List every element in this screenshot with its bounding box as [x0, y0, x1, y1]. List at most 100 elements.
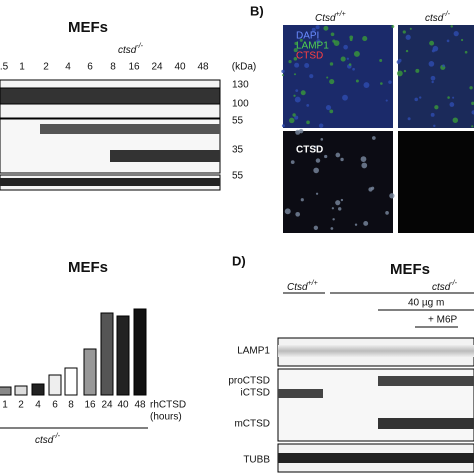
speckle: [415, 68, 420, 73]
speckle: [293, 56, 298, 61]
speckle: [452, 96, 455, 99]
speckle: [288, 117, 295, 124]
speckle: [332, 39, 336, 43]
speckle: [288, 60, 292, 64]
speckle: [348, 63, 352, 66]
speckle: [471, 125, 474, 128]
speckle: [379, 58, 383, 62]
bar: [133, 308, 147, 396]
speckle: [353, 50, 360, 57]
speckle: [431, 80, 434, 84]
speckle: [414, 97, 419, 102]
speckle: [343, 44, 348, 50]
micrograph: [398, 25, 474, 128]
panel-title: MEFs: [390, 261, 430, 278]
speckle: [464, 50, 468, 54]
speckle: [320, 138, 324, 141]
bar: [31, 383, 45, 396]
speckle: [371, 186, 375, 190]
channel-label: DAPI: [296, 31, 319, 42]
speckle: [363, 221, 369, 226]
marker-label: 130: [232, 80, 249, 91]
x-tick-label: 24: [101, 400, 113, 411]
speckle: [434, 105, 439, 110]
panel-label: B): [250, 3, 264, 18]
x-tick-label: 40: [117, 400, 129, 411]
speckle: [342, 94, 348, 101]
panel-label: D): [232, 253, 246, 268]
column-label: ctsd-/-: [425, 11, 451, 24]
speckle: [284, 208, 291, 215]
speckle: [294, 96, 301, 103]
speckle: [430, 75, 436, 81]
speckle: [292, 113, 296, 117]
speckle: [295, 89, 299, 92]
speckle: [315, 192, 319, 195]
marker-label: 55: [232, 116, 244, 127]
speckle: [433, 124, 436, 128]
genotype: ctsd-/-: [35, 433, 61, 446]
bar: [64, 367, 78, 396]
channel-label: CTSD: [296, 145, 323, 156]
lane-label: 40: [174, 62, 186, 73]
speckle: [405, 34, 411, 40]
speckle: [372, 136, 376, 140]
speckle: [403, 69, 407, 73]
speckle: [428, 61, 435, 67]
speckle: [340, 157, 344, 162]
lane-label: 24: [151, 62, 163, 73]
row-label: iCTSD: [241, 388, 270, 399]
speckle: [346, 57, 350, 60]
speckle: [450, 25, 453, 28]
micrograph: [283, 131, 393, 233]
speckle: [324, 154, 328, 159]
speckle: [363, 82, 370, 88]
lane-label: 8: [110, 62, 116, 73]
speckle: [294, 115, 299, 120]
speckle: [452, 117, 459, 123]
speckle: [293, 48, 298, 53]
speckle: [362, 36, 368, 42]
bar: [14, 385, 28, 396]
bar: [0, 386, 12, 396]
panel-title: MEFs: [68, 259, 108, 276]
speckle: [385, 211, 389, 215]
speckle: [299, 38, 303, 42]
speckle: [335, 200, 341, 206]
speckle: [355, 79, 359, 83]
x-tick-label: 4: [35, 400, 41, 411]
speckle: [326, 76, 329, 79]
speckle: [335, 152, 341, 158]
genotype: Ctsd+/+: [287, 280, 318, 293]
speckle: [323, 25, 329, 31]
panel-title: MEFs: [68, 19, 108, 36]
speckle: [306, 120, 310, 125]
lane-label: 48: [197, 62, 209, 73]
genotype: ctsd-/-: [432, 280, 458, 293]
bar: [48, 374, 62, 396]
speckle: [380, 82, 383, 85]
speckle: [460, 38, 464, 42]
lane-label: 4: [65, 62, 71, 73]
speckle: [398, 58, 402, 63]
speckle: [360, 156, 367, 162]
lane-label: 16: [128, 62, 140, 73]
marker-label: 100: [232, 99, 249, 110]
speckle: [332, 218, 335, 221]
speckle: [340, 56, 346, 62]
treatment: + M6P: [428, 315, 458, 326]
x-tick-label: 16: [84, 400, 96, 411]
speckle: [471, 110, 474, 115]
speckle: [318, 123, 324, 128]
speckle: [469, 86, 473, 90]
channel-label: LAMP1: [296, 41, 329, 52]
lane-label: .5: [0, 62, 9, 73]
bar: [100, 312, 114, 396]
speckle: [313, 145, 317, 149]
speckle: [315, 25, 320, 30]
speckle: [330, 32, 335, 37]
speckle: [329, 79, 335, 85]
row-label: TUBB: [243, 455, 270, 466]
speckle: [306, 103, 310, 107]
speckle: [290, 160, 295, 165]
